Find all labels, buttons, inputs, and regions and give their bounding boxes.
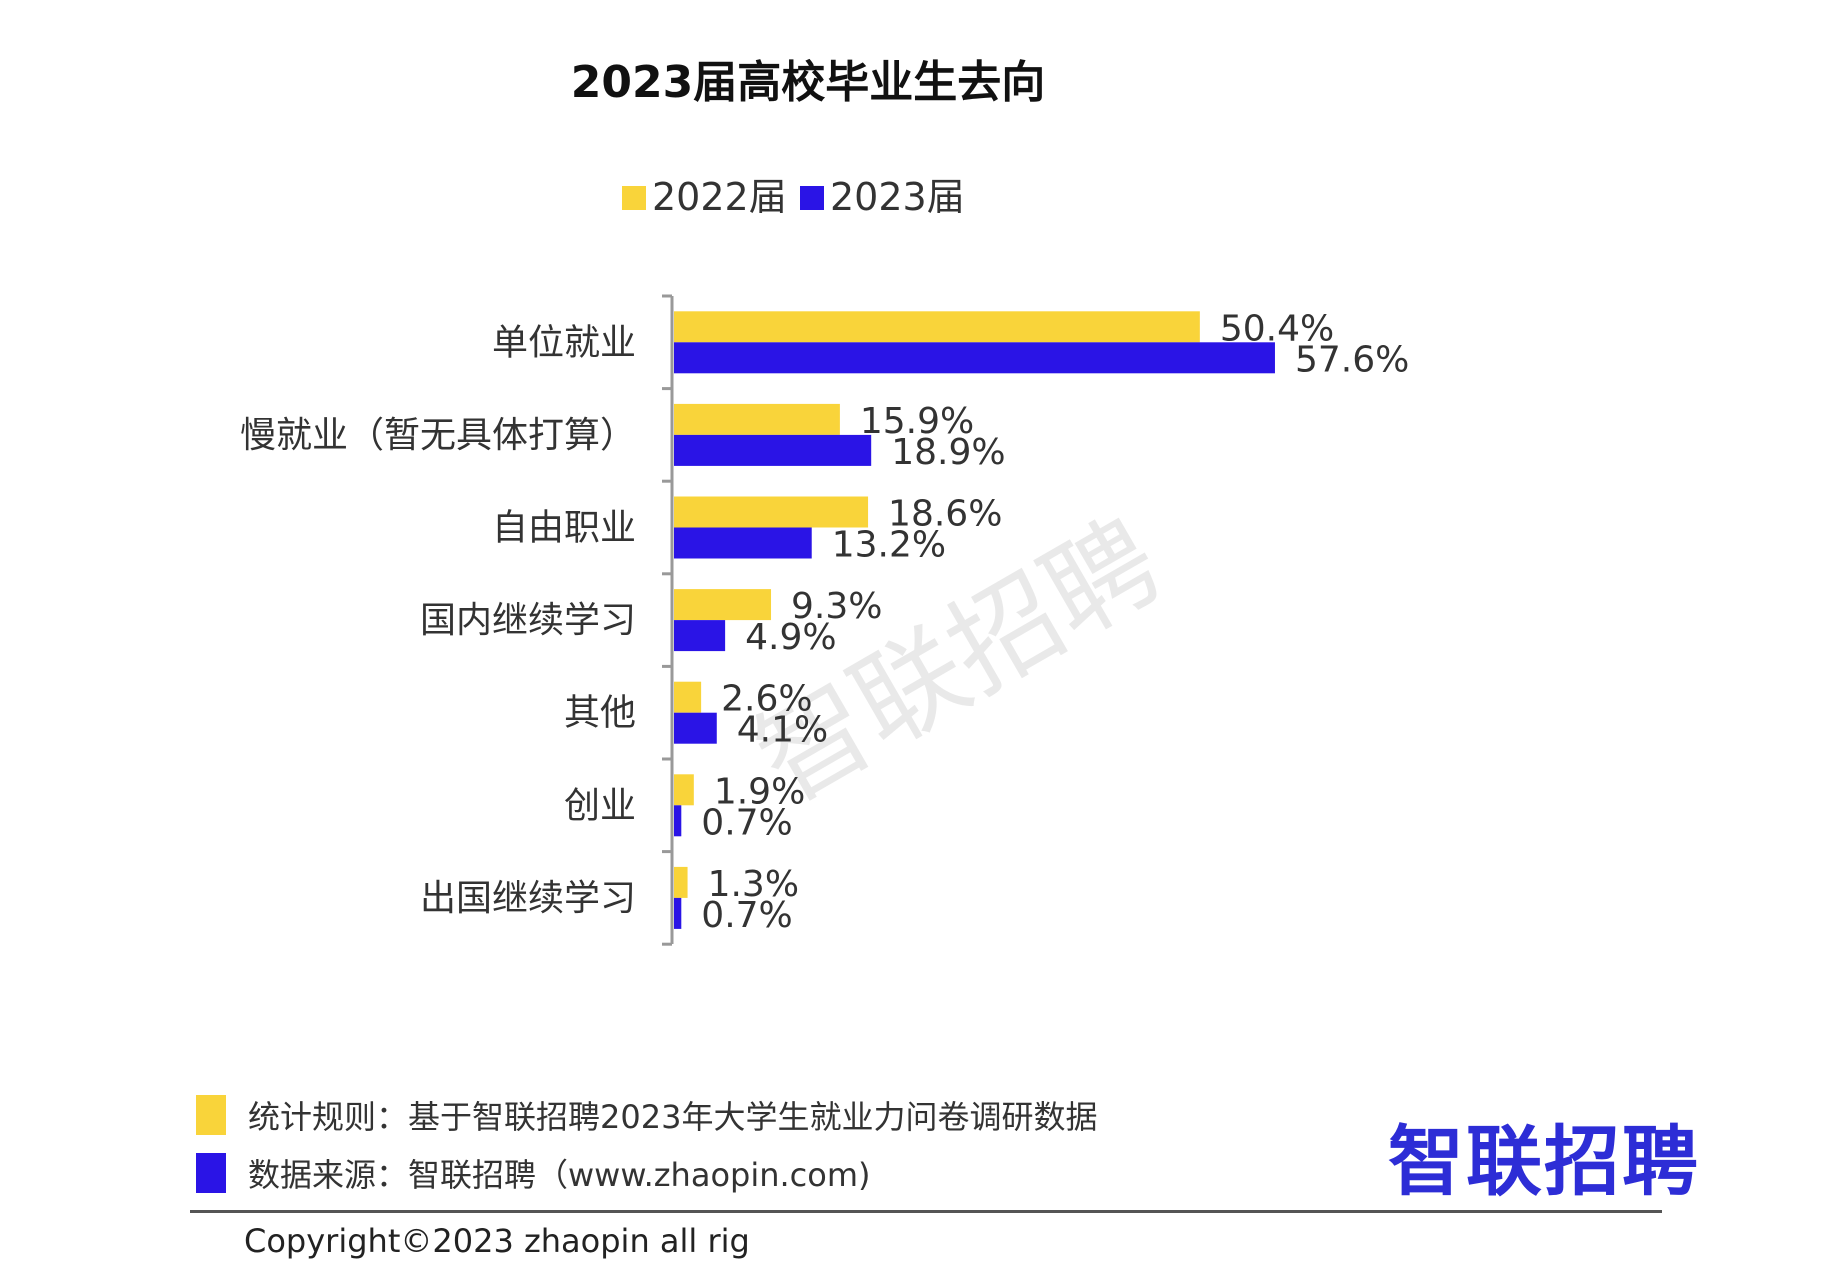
value-label: 4.1%: [737, 710, 828, 751]
copyright-text: Copyright©2023 zhaopin all rig: [244, 1222, 750, 1260]
value-labels: 50.4%57.6% 15.9%18.9% 18.6%13.2% 9.3%4.9% 2.…: [701, 308, 1409, 936]
value-label: 0.7%: [701, 895, 792, 936]
bar-2022届-创业: [674, 774, 694, 806]
value-label: 50.4%: [1220, 308, 1334, 349]
legend-swatch-2022: [622, 186, 646, 210]
value-label: 2.6%: [721, 679, 812, 720]
bar-2023届-创业: [674, 805, 682, 837]
statistics-rule-note: 统计规则：基于智联招聘2023年大学生就业力问卷调研数据: [196, 1092, 1097, 1138]
value-label: 1.9%: [714, 771, 805, 812]
value-label: 4.9%: [745, 617, 836, 658]
bar-2023届-出国继续学习: [674, 897, 682, 929]
value-label: 57.6%: [1295, 339, 1409, 380]
category-label: 出国继续学习: [420, 878, 636, 919]
chart-title: 2023届高校毕业生去向: [571, 57, 1045, 108]
bar-2022届-慢就业（暂无具体打算）: [674, 403, 840, 435]
footer-divider: [190, 1210, 1662, 1213]
value-label: 9.3%: [791, 586, 882, 627]
bar-2023届-自由职业: [674, 527, 812, 559]
bar-2022届-出国继续学习: [674, 866, 688, 898]
bar-2023届-慢就业（暂无具体打算）: [674, 434, 872, 466]
bar-2023届-单位就业: [674, 342, 1275, 374]
note-swatch-blue: [196, 1153, 226, 1193]
legend-label-2022: 2022届: [652, 175, 787, 219]
legend-label-2023: 2023届: [830, 175, 965, 219]
bar-2023届-国内继续学习: [674, 620, 726, 652]
value-label: 13.2%: [832, 525, 946, 566]
category-label: 慢就业（暂无具体打算）: [240, 415, 636, 456]
note-swatch-yellow: [196, 1095, 226, 1135]
bar-2023届-其他: [674, 712, 717, 744]
category-label: 自由职业: [492, 508, 636, 549]
value-label: 18.6%: [888, 494, 1002, 535]
brand-logo: 智联招聘: [1388, 1117, 1700, 1206]
bar-2022届-其他: [674, 681, 702, 713]
bar-2022届-自由职业: [674, 496, 869, 528]
bars: [674, 311, 1275, 929]
value-label: 15.9%: [860, 401, 974, 442]
legend-swatch-2023: [800, 186, 824, 210]
legend: 2022届 2023届: [622, 175, 965, 219]
y-axis-ticks: [662, 294, 672, 946]
bar-2022届-单位就业: [674, 311, 1200, 343]
data-source-text: 数据来源：智联招聘（www.zhaopin.com): [248, 1156, 871, 1194]
value-label: 18.9%: [891, 432, 1005, 473]
data-source-note: 数据来源：智联招聘（www.zhaopin.com): [196, 1150, 871, 1196]
category-label: 其他: [564, 693, 636, 734]
category-label: 单位就业: [492, 322, 636, 363]
category-label: 国内继续学习: [420, 600, 636, 641]
category-label: 创业: [564, 785, 636, 826]
value-label: 0.7%: [701, 802, 792, 843]
value-label: 1.3%: [708, 864, 799, 905]
statistics-rule-text: 统计规则：基于智联招聘2023年大学生就业力问卷调研数据: [248, 1098, 1098, 1136]
bar-2022届-国内继续学习: [674, 589, 772, 621]
